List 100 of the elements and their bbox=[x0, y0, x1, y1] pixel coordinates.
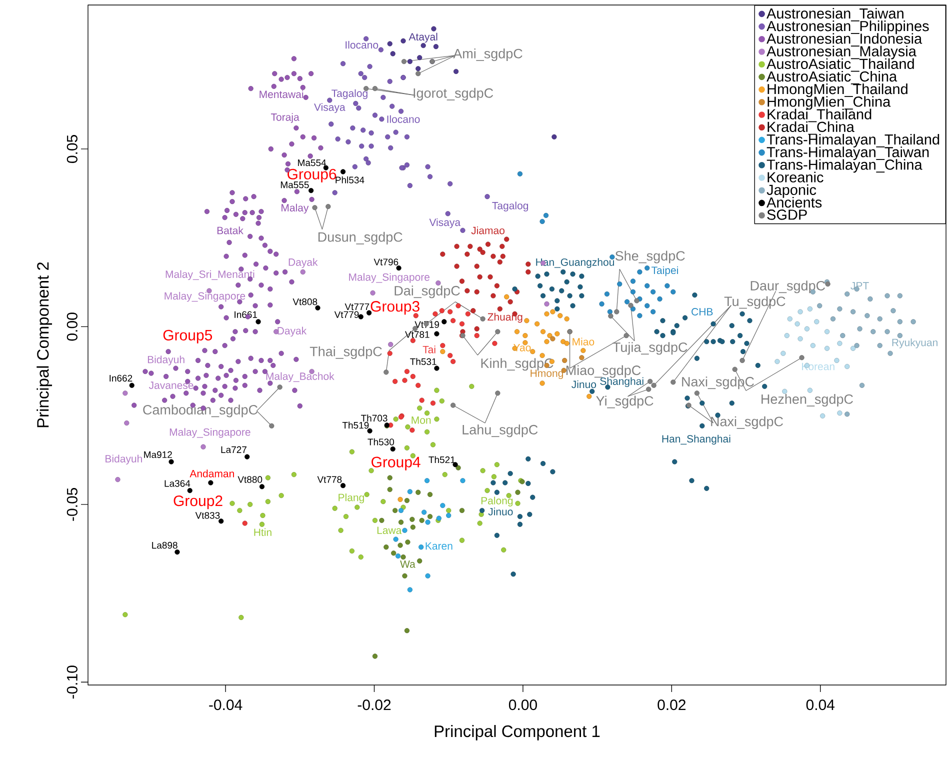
legend-label: Ancients bbox=[766, 196, 822, 208]
annotation: Ma554 bbox=[298, 160, 326, 166]
annotation: Daur_sgdpC bbox=[750, 280, 826, 294]
annotation: Zhuang bbox=[488, 312, 522, 323]
annotation: Th521 bbox=[428, 456, 455, 464]
y-tick-label: 0.05 bbox=[66, 134, 78, 163]
annotation: Thai_sgdpC bbox=[310, 346, 382, 359]
annotation: Vt779 bbox=[334, 311, 359, 318]
annotation: Visaya bbox=[314, 103, 346, 113]
annotation: Tagalog bbox=[332, 89, 368, 100]
legend-label: Trans-Himalayan_China bbox=[766, 159, 922, 173]
annotation: Vt778 bbox=[317, 476, 342, 483]
annotation: Dayak bbox=[278, 326, 307, 337]
annotation: La727 bbox=[221, 446, 246, 454]
annotation: Malay_Singapore bbox=[170, 428, 250, 438]
annotation: She_sgdpC bbox=[615, 250, 685, 264]
annotation: Vt796 bbox=[374, 258, 398, 266]
x-axis-title: Principal Component 1 bbox=[434, 724, 600, 740]
annotation: Ma555 bbox=[280, 182, 309, 188]
annotation: Tagalog bbox=[492, 202, 528, 212]
annotation: Th519 bbox=[342, 422, 369, 429]
y-tick-label: -0.05 bbox=[66, 488, 78, 521]
annotation: Ami_sgdpC bbox=[453, 48, 522, 62]
annotation: Dusun_sgdpC bbox=[318, 232, 402, 244]
x-tick-label: 0.02 bbox=[658, 700, 686, 710]
annotation: Vt808 bbox=[292, 298, 318, 306]
annotation: Cambodian_sgdpC bbox=[143, 404, 258, 418]
annotation: Vt833 bbox=[195, 512, 220, 519]
annotation: La898 bbox=[152, 542, 178, 549]
annotation: Group6 bbox=[288, 168, 336, 182]
annotation: Lawa bbox=[377, 526, 402, 534]
annotation: Vt880 bbox=[238, 476, 262, 483]
annotation: Jiamao bbox=[471, 226, 504, 234]
annotation: Taipei bbox=[651, 266, 678, 276]
annotation: Ilocano bbox=[346, 40, 378, 49]
y-axis-title: Principal Component 2 bbox=[36, 262, 52, 428]
annotation: CHB bbox=[692, 308, 713, 316]
y-tick-label: -0.10 bbox=[66, 666, 78, 699]
x-tick-label: 0.00 bbox=[508, 700, 537, 710]
annotation: Jinuo bbox=[572, 380, 596, 388]
legend-label: Kradai_China bbox=[768, 121, 854, 135]
legend-label: HmongMien_Thailand bbox=[768, 84, 908, 98]
legend-label: Austronesian_Indonesia bbox=[766, 33, 922, 47]
legend-label: Austronesian_Taiwan bbox=[766, 8, 904, 22]
annotation: Miao bbox=[572, 338, 594, 346]
annotation: Dai_sgdpC bbox=[394, 286, 460, 298]
annotation: Th530 bbox=[368, 438, 394, 446]
legend-label: Austronesian_Philippines bbox=[766, 20, 929, 34]
x-tick-label: -0.04 bbox=[209, 700, 242, 710]
annotation: Malay_Bachok bbox=[266, 372, 334, 382]
annotation: Group5 bbox=[163, 330, 212, 344]
y-tick-label: 0.00 bbox=[66, 312, 78, 341]
annotation: Karen bbox=[426, 542, 452, 550]
legend-label: Trans-Himalayan_Taiwan bbox=[766, 146, 929, 160]
annotation: Tujia_sgdpC bbox=[612, 342, 688, 355]
annotation: Hezhen_sgdpC bbox=[762, 394, 853, 407]
annotation: Group2 bbox=[174, 496, 222, 510]
annotation: Batak bbox=[217, 226, 244, 234]
annotation: Mon bbox=[412, 416, 431, 424]
annotation: Hmong bbox=[530, 370, 563, 380]
annotation: Bidayuh bbox=[148, 356, 184, 366]
annotation: Atayal bbox=[408, 32, 438, 43]
annotation: Visaya bbox=[429, 218, 461, 228]
annotation: Jinuo bbox=[488, 508, 513, 516]
annotation: Plang bbox=[338, 493, 364, 504]
annotation: Tai bbox=[422, 346, 436, 354]
annotation: Igorot_sgdpC bbox=[414, 88, 494, 100]
annotation: Naxi_sgdpC bbox=[711, 416, 783, 429]
annotation: Ma912 bbox=[144, 451, 172, 458]
annotation: Wa bbox=[400, 560, 416, 568]
annotation: Lahu_sgdpC bbox=[462, 424, 538, 438]
annotation: Ryukyuan bbox=[892, 338, 938, 348]
annotation: Mentawai bbox=[260, 90, 304, 98]
annotation: Vt781 bbox=[405, 331, 430, 338]
annotation: Vt777 bbox=[344, 303, 370, 310]
x-tick-label: -0.02 bbox=[358, 700, 391, 710]
annotation: Group3 bbox=[370, 301, 420, 315]
annotation: Andaman bbox=[190, 470, 234, 478]
annotation: Dayak bbox=[288, 258, 318, 268]
legend-label: SGDP bbox=[767, 210, 807, 220]
annotation: Korean bbox=[802, 362, 834, 370]
annotation: Th531 bbox=[410, 358, 436, 366]
annotation: Bidayuh bbox=[106, 454, 142, 465]
annotation: Htin bbox=[254, 528, 272, 536]
annotation: Phl534 bbox=[336, 176, 364, 184]
legend-label: AustroAsiatic_Thailand bbox=[766, 58, 914, 72]
annotation: Palong bbox=[481, 496, 513, 506]
legend-label: Koreanic bbox=[768, 172, 824, 182]
annotation: Malay bbox=[282, 204, 309, 214]
annotation: Toraja bbox=[270, 113, 300, 123]
x-tick-label: 0.04 bbox=[806, 700, 835, 710]
annotation: Ilocano bbox=[387, 115, 420, 123]
legend-label: AustroAsiatic_China bbox=[766, 70, 898, 84]
annotation: La364 bbox=[164, 480, 190, 487]
annotation: Han_Shanghai bbox=[662, 434, 730, 445]
legend-label: Trans-Himalayan_Thailand bbox=[766, 134, 940, 148]
annotation: Yi_sgdpC bbox=[596, 396, 654, 408]
legend-label: Austronesian_Malaysia bbox=[766, 46, 916, 60]
annotation: Malay_Sri_Menanti bbox=[166, 270, 254, 280]
annotation: Shanghai bbox=[600, 377, 644, 388]
